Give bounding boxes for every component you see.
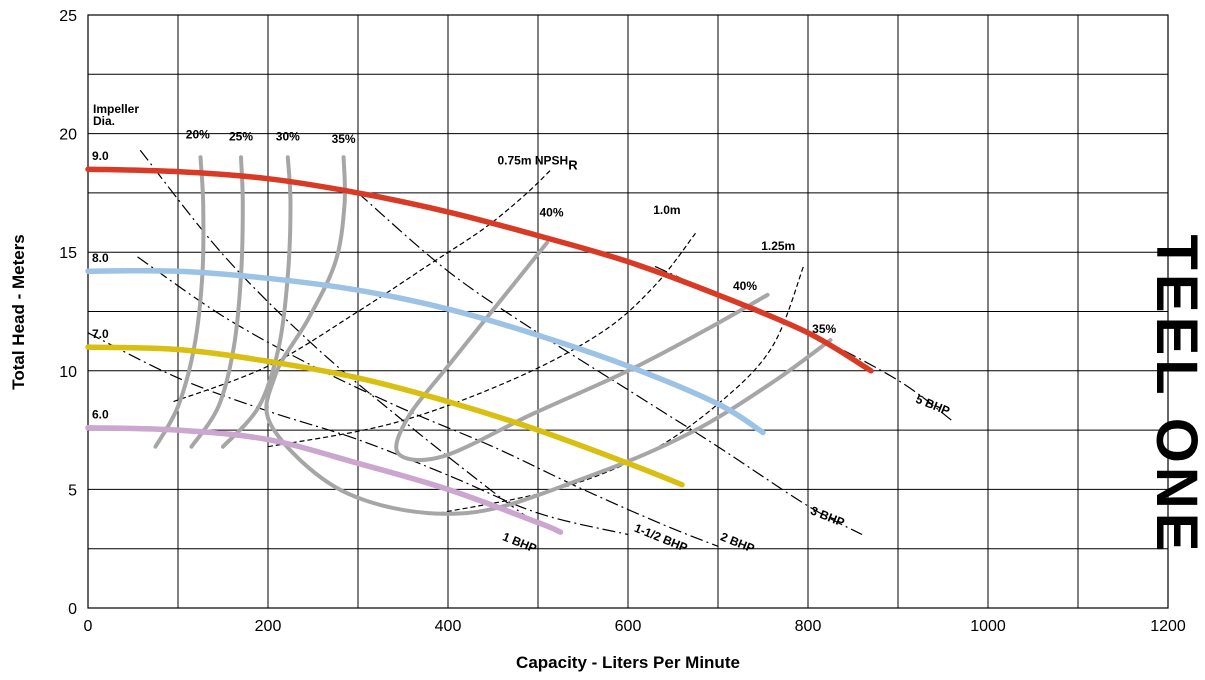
plot-frame (87, 14, 1169, 609)
npshr-label-1-25m: 1.25m (761, 239, 795, 253)
grid (87, 14, 1169, 609)
bhp-label-5-bhp: 5 BHP (914, 392, 952, 418)
bhp-label-1-bhp: 1 BHP (501, 530, 539, 556)
npshr-label-1-0m: 1.0m (653, 203, 680, 217)
bhp-label-3-bhp: 3 BHP (808, 503, 846, 529)
efficiency-label-20: 20% (186, 127, 210, 141)
impeller-header-line2: Dia. (93, 114, 115, 128)
efficiency-curve-40-4 (394, 240, 770, 463)
impeller-curve-7-0 (85, 344, 685, 488)
bhp-label-1-1-2-bhp: 1-1/2 BHP (632, 521, 689, 555)
efficiency-label-40: 40% (733, 279, 757, 293)
impeller-header-line1: Impeller (93, 102, 139, 116)
impeller-curve-6-0 (85, 424, 564, 535)
efficiency-label-40: 40% (539, 206, 563, 220)
bhp-label-2-bhp: 2 BHP (718, 530, 756, 556)
y-tick-label: 25 (59, 8, 77, 25)
x-tick-label: 1200 (1150, 618, 1186, 635)
npshr-curve-1-0m (267, 232, 696, 448)
efficiency-label-35: 35% (812, 322, 836, 336)
efficiency-label-35: 35% (332, 132, 356, 146)
tick-labels: 0 200 400 600 800 1000 1200 0 5 10 15 20 25 (59, 8, 1186, 635)
x-tick-label: 600 (615, 618, 642, 635)
impeller-curve-9-0 (85, 166, 874, 374)
bhp-curve-1-1-2-bhp (87, 332, 629, 536)
efficiency-curve-35-3 (264, 155, 833, 516)
x-axis-title: Capacity - Liters Per Minute (516, 653, 740, 672)
impeller-label-8-0: 8.0 (92, 251, 109, 265)
x-tick-label: 800 (795, 618, 822, 635)
efficiency-curve-20-0 (153, 155, 206, 449)
x-tick-label: 200 (255, 618, 282, 635)
y-tick-label: 10 (59, 364, 77, 381)
impeller-curves (85, 166, 874, 535)
npshr-subscript: R (568, 157, 578, 172)
efficiency-label-30: 30% (276, 130, 300, 144)
bhp-curve-1-bhp (139, 149, 539, 526)
efficiency-curve-25-1 (189, 155, 245, 449)
impeller-label-9-0: 9.0 (92, 149, 109, 163)
bhp-curve-3-bhp (357, 192, 863, 536)
efficiency-curves (153, 155, 833, 516)
x-tick-label: 0 (84, 618, 93, 635)
brand-logo: TEEL ONE (1144, 235, 1205, 556)
x-tick-label: 1000 (970, 618, 1006, 635)
y-tick-label: 15 (59, 245, 77, 262)
y-tick-label: 0 (68, 601, 77, 618)
impeller-label-7-0: 7.0 (92, 327, 109, 341)
x-tick-label: 400 (435, 618, 462, 635)
y-tick-label: 20 (59, 127, 77, 144)
npshr-curve-0-75m-npshr (173, 168, 552, 403)
impeller-curve-8-0 (85, 267, 766, 436)
y-axis-title: Total Head - Meters (9, 234, 28, 390)
efficiency-curve-30-2 (221, 155, 293, 449)
bhp-curve-2-bhp (137, 256, 719, 547)
efficiency-label-25: 25% (229, 130, 253, 144)
y-tick-label: 5 (68, 482, 77, 499)
impeller-label-6-0: 6.0 (92, 408, 109, 422)
